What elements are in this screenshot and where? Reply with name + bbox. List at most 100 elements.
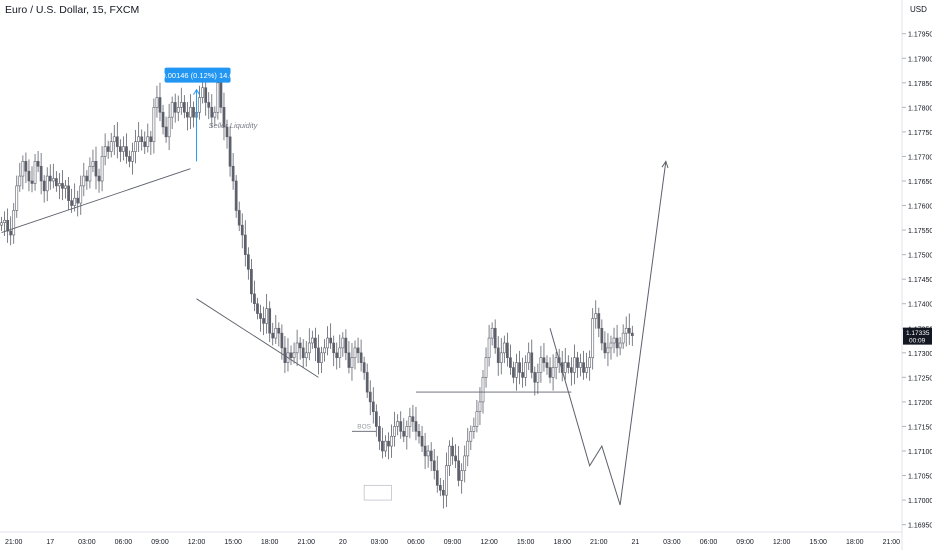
- candle-body: [329, 337, 332, 344]
- candle-body: [173, 102, 177, 113]
- candle-body: [408, 416, 412, 427]
- candle-body: [506, 342, 509, 359]
- time-tick-label: 15:00: [224, 539, 242, 546]
- candle-body: [61, 183, 64, 189]
- time-tick-label: 21:00: [883, 539, 901, 546]
- candle-body: [55, 178, 58, 187]
- countdown-label: 00:09: [909, 338, 926, 345]
- price-tick-label: 1.17250: [908, 375, 932, 382]
- symbol-title[interactable]: Euro / U.S. Dollar, 15, FXCM: [5, 4, 140, 16]
- candle-body: [320, 352, 323, 363]
- candle-body: [250, 269, 253, 295]
- time-tick-label: 21:00: [297, 539, 315, 546]
- candle-body: [21, 161, 25, 177]
- candle-body: [429, 450, 433, 462]
- price-tick-label: 1.17500: [908, 253, 932, 260]
- candle-body: [146, 136, 150, 147]
- candle-body: [545, 362, 549, 368]
- candle-body: [237, 210, 241, 226]
- candle-body: [350, 357, 354, 368]
- price-tick-label: 1.17800: [908, 105, 932, 112]
- candle-body: [551, 367, 555, 378]
- price-tick-label: 1.17750: [908, 130, 932, 137]
- candle-body: [253, 293, 256, 305]
- candle-body: [164, 126, 168, 138]
- candle-body: [246, 254, 250, 270]
- candle-body: [186, 111, 189, 118]
- time-tick-label: 06:00: [407, 539, 425, 546]
- candle-body: [627, 327, 631, 334]
- candle-body: [94, 161, 98, 177]
- currency-label[interactable]: USD: [910, 5, 927, 14]
- candle-body: [48, 175, 52, 182]
- price-tick-label: 1.17550: [908, 228, 932, 235]
- price-tick-label: 1.17100: [908, 449, 932, 456]
- time-axis[interactable]: 21:00 17 03:00 06:00 09:00 12:00 15:00 18:00 21:…: [0, 531, 902, 546]
- candle-body: [228, 136, 232, 167]
- candle-body: [387, 440, 390, 447]
- time-tick-label: 21:00: [5, 539, 23, 546]
- candle-body: [451, 445, 454, 457]
- candle-body: [509, 357, 512, 368]
- candle-body: [478, 401, 482, 413]
- candle-body: [234, 180, 238, 211]
- candle-body: [341, 337, 345, 349]
- candle-body: [210, 107, 214, 118]
- candle-body: [606, 347, 610, 354]
- candle-body: [347, 352, 351, 368]
- candle-body: [624, 327, 628, 334]
- candle-body: [76, 197, 80, 204]
- time-tick-label: 12:00: [480, 539, 498, 546]
- candle-body: [33, 161, 37, 184]
- candle-body: [417, 431, 421, 437]
- time-tick-label: 15:00: [809, 539, 827, 546]
- candle-body: [289, 352, 293, 359]
- candle-body: [493, 327, 497, 349]
- candle-body: [612, 337, 616, 344]
- candle-body: [137, 136, 141, 143]
- candle-body: [414, 421, 418, 432]
- candle-body: [371, 401, 375, 413]
- candle-body: [64, 185, 67, 189]
- candle-body: [472, 426, 476, 432]
- candle-body: [420, 435, 424, 447]
- candle-body: [566, 362, 570, 368]
- candle-body: [216, 82, 220, 113]
- candle-body: [240, 224, 244, 236]
- candle-body: [445, 465, 448, 496]
- candle-body: [524, 362, 528, 378]
- candle-body: [204, 87, 208, 103]
- candle-body: [3, 219, 6, 224]
- candle-body: [563, 362, 567, 373]
- candle-body: [112, 136, 116, 143]
- candle-body: [579, 362, 582, 368]
- candle-body: [374, 411, 378, 427]
- candle-body: [411, 416, 415, 422]
- candle-body: [42, 180, 46, 192]
- candle-body: [179, 102, 183, 108]
- candle-body: [155, 97, 159, 108]
- candle-body: [484, 357, 488, 378]
- candle-body: [466, 440, 470, 457]
- time-tick-label: 06:00: [700, 539, 718, 546]
- time-tick-label: 12:00: [188, 539, 206, 546]
- candle-body: [85, 175, 89, 182]
- candle-body: [115, 136, 119, 147]
- time-tick-label: 17: [46, 539, 54, 546]
- candle-body: [356, 347, 360, 354]
- candle-body: [170, 102, 174, 118]
- candle-body: [213, 111, 217, 118]
- price-axis[interactable]: 1.16950 1.17000 1.17050 1.17100 1.17150 1.172…: [901, 0, 932, 550]
- candle-body: [533, 372, 537, 383]
- candle-body: [353, 347, 357, 359]
- forecast-arrowhead: [661, 160, 669, 169]
- time-tick-label: 03:00: [663, 539, 681, 546]
- candle-body: [18, 175, 22, 187]
- candle-body: [36, 161, 40, 167]
- candle-body: [161, 111, 165, 128]
- candle-body: [423, 445, 427, 457]
- candle-body: [292, 352, 296, 359]
- candle-body: [600, 327, 604, 344]
- candle-body: [426, 450, 430, 457]
